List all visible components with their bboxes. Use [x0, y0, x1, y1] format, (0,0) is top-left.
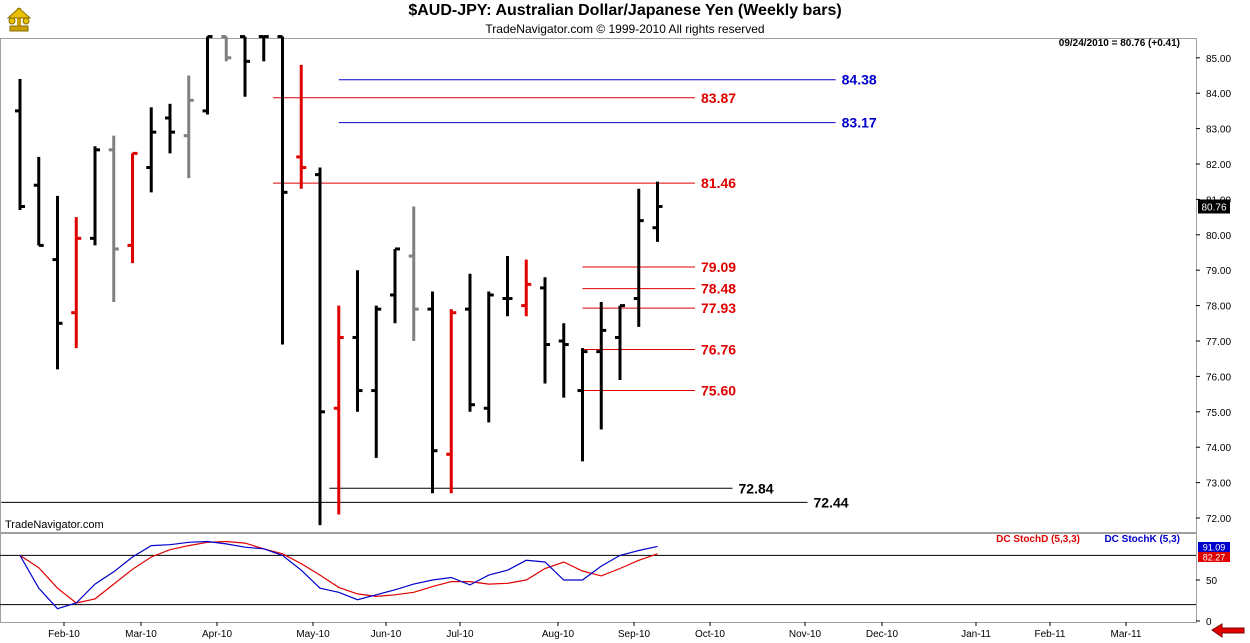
- scroll-left-arrow-icon: [1211, 623, 1245, 638]
- stoch-tick-label: 0: [1206, 617, 1212, 628]
- level-label: 76.76: [701, 341, 736, 357]
- price-tick-label: 78.00: [1206, 302, 1231, 313]
- time-tick-label: Apr-10: [202, 629, 232, 640]
- price-tick-label: 74.00: [1206, 443, 1231, 454]
- stochastic-panel: 50 0 DC StochK (5,3) DC StochD (5,3,3) 91.09…: [0, 533, 1230, 628]
- level-label: 83.87: [701, 90, 736, 106]
- stoch-tick-label: 50: [1206, 576, 1218, 587]
- stoch-readout: 91.09: [1203, 543, 1226, 553]
- time-tick-label: Jul-10: [446, 629, 474, 640]
- time-tick-label: Jun-10: [371, 629, 402, 640]
- chart-subtitle: TradeNavigator.com © 1999-2010 All right…: [485, 22, 765, 36]
- price-readout: 09/24/2010 = 80.76 (+0.41): [1059, 38, 1180, 49]
- stoch-series-line: [19, 540, 658, 604]
- price-tick-label: 83.00: [1206, 125, 1231, 136]
- price-panel-frame: [0, 38, 1197, 533]
- time-tick-label: Jan-11: [961, 629, 991, 640]
- stoch-readout: 82.27: [1203, 553, 1226, 563]
- price-tick-label: 82.00: [1206, 160, 1231, 171]
- stoch-panel-frame: [0, 533, 1197, 623]
- stoch-readout-box: [1198, 542, 1230, 552]
- watermark: TradeNavigator.com: [5, 519, 104, 531]
- time-tick-label: Sep-10: [618, 629, 651, 640]
- price-tick-label: 75.00: [1206, 408, 1231, 419]
- level-label: 72.44: [814, 494, 849, 510]
- price-tick-label: 76.00: [1206, 372, 1231, 383]
- time-tick-label: Mar-11: [1111, 629, 1142, 640]
- level-label: 84.38: [842, 72, 877, 88]
- time-tick-label: Feb-11: [1035, 629, 1066, 640]
- stoch-series-line: [19, 540, 658, 610]
- last-price-label: 80.76: [1201, 202, 1226, 213]
- time-tick-label: Oct-10: [695, 629, 725, 640]
- level-label: 78.48: [701, 281, 736, 297]
- price-tick-label: 85.00: [1206, 54, 1231, 65]
- stoch-legend-entry: DC StochD (5,3,3): [996, 534, 1080, 545]
- price-tick-label: 72.00: [1206, 514, 1231, 525]
- level-label: 83.17: [842, 115, 877, 131]
- level-label: 79.09: [701, 259, 736, 275]
- price-panel: 09/24/2010 = 80.76 (+0.41) TradeNavigator…: [0, 35, 1197, 533]
- price-tick-label: 77.00: [1206, 337, 1231, 348]
- stoch-readout-box: [1198, 552, 1230, 562]
- time-tick-label: May-10: [296, 629, 330, 640]
- time-tick-label: Nov-10: [789, 629, 822, 640]
- level-label: 81.46: [701, 175, 736, 191]
- level-label: 75.60: [701, 383, 736, 399]
- trade-navigator-logo: [4, 4, 34, 39]
- last-price-box: [1198, 199, 1230, 214]
- time-axis: Feb-10 Mar-10 Apr-10 May-10 Jun-10 Jul-10 Aug-…: [48, 622, 1245, 640]
- price-tick-label: 73.00: [1206, 479, 1231, 490]
- level-label: 77.93: [701, 300, 736, 316]
- level-label: 72.84: [739, 480, 774, 496]
- time-tick-label: Mar-10: [125, 629, 157, 640]
- price-tick-label: 79.00: [1206, 266, 1231, 277]
- time-tick-label: Dec-10: [866, 629, 899, 640]
- price-tick-label: 80.00: [1206, 231, 1231, 242]
- time-tick-label: Feb-10: [48, 629, 80, 640]
- price-axis: 72.00 73.00 74.00 75.00 76.00 77.00 78.00 79.00…: [1196, 54, 1231, 525]
- chart-title: $AUD-JPY: Australian Dollar/Japanese Yen…: [408, 2, 842, 19]
- price-tick-label: 84.00: [1206, 89, 1231, 100]
- time-tick-label: Aug-10: [542, 629, 575, 640]
- stoch-legend-entry: DC StochK (5,3): [1104, 534, 1180, 545]
